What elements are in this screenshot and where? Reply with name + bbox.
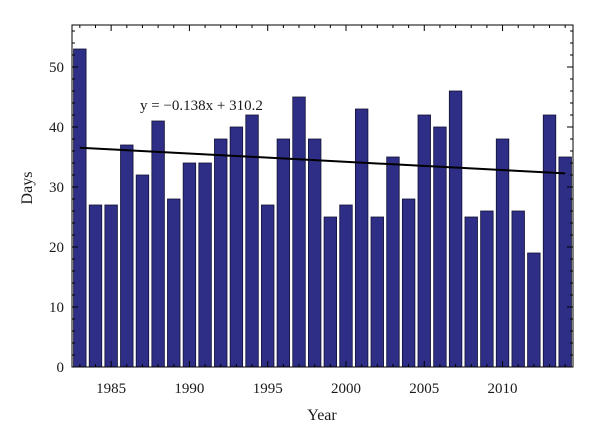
bar-2011 bbox=[511, 210, 525, 368]
axes-layer: 0 10 20 30 40 50 1985 1990 1995 2000 2005 2010 bbox=[49, 24, 574, 397]
bar-1990 bbox=[182, 162, 197, 368]
bar-1984 bbox=[88, 204, 103, 368]
x-tick-label-2005: 2005 bbox=[409, 381, 439, 397]
bar-2005 bbox=[417, 114, 431, 368]
bar-1993 bbox=[229, 126, 244, 368]
bar-1998 bbox=[308, 138, 322, 368]
trendline bbox=[79, 146, 566, 175]
y-axis-label: Days bbox=[19, 172, 36, 205]
y-tick-label-30: 30 bbox=[49, 180, 64, 196]
x-tick-label-2010: 2010 bbox=[488, 381, 518, 397]
bar-1992 bbox=[214, 138, 228, 368]
bar-1991 bbox=[198, 162, 212, 368]
bar-1987 bbox=[135, 174, 150, 368]
y-tick-label-0: 0 bbox=[57, 360, 65, 376]
bars-layer bbox=[73, 48, 572, 368]
bar-2010 bbox=[495, 138, 510, 368]
trendline-layer bbox=[79, 146, 566, 175]
bar-1989 bbox=[167, 198, 181, 368]
x-axis-label: Year bbox=[307, 407, 337, 424]
y-tick-label-20: 20 bbox=[49, 240, 64, 256]
y-tick-label-10: 10 bbox=[49, 300, 64, 316]
y-tick-label-40: 40 bbox=[49, 120, 64, 136]
bar-1996 bbox=[276, 138, 291, 368]
bar-2000 bbox=[339, 204, 353, 368]
plot-frame bbox=[71, 24, 574, 368]
bar-2004 bbox=[401, 198, 416, 368]
bar-2009 bbox=[480, 210, 494, 368]
bar-2003 bbox=[386, 156, 400, 368]
bar-1983 bbox=[73, 48, 87, 368]
bar-2013 bbox=[542, 114, 557, 368]
bar-2008 bbox=[464, 216, 478, 368]
bar-2014 bbox=[558, 156, 572, 368]
bar-1997 bbox=[292, 96, 306, 368]
x-tick-label-2000: 2000 bbox=[331, 381, 361, 397]
bar-1985 bbox=[104, 204, 118, 368]
bar-1994 bbox=[245, 114, 259, 368]
bar-2007 bbox=[448, 90, 463, 368]
bar-1999 bbox=[323, 216, 338, 368]
bar-2006 bbox=[433, 126, 447, 368]
x-tick-label-1995: 1995 bbox=[253, 381, 283, 397]
bar-1986 bbox=[120, 144, 134, 368]
bar-1995 bbox=[261, 204, 275, 368]
x-tick-label-1985: 1985 bbox=[96, 381, 126, 397]
bar-2012 bbox=[527, 252, 541, 368]
bar-2002 bbox=[370, 216, 384, 368]
x-tick-label-1990: 1990 bbox=[174, 381, 204, 397]
bar-1988 bbox=[151, 120, 165, 368]
y-tick-label-50: 50 bbox=[49, 60, 64, 76]
trendline-equation: y = −0.138x + 310.2 bbox=[140, 98, 263, 114]
bar-2001 bbox=[354, 108, 369, 368]
